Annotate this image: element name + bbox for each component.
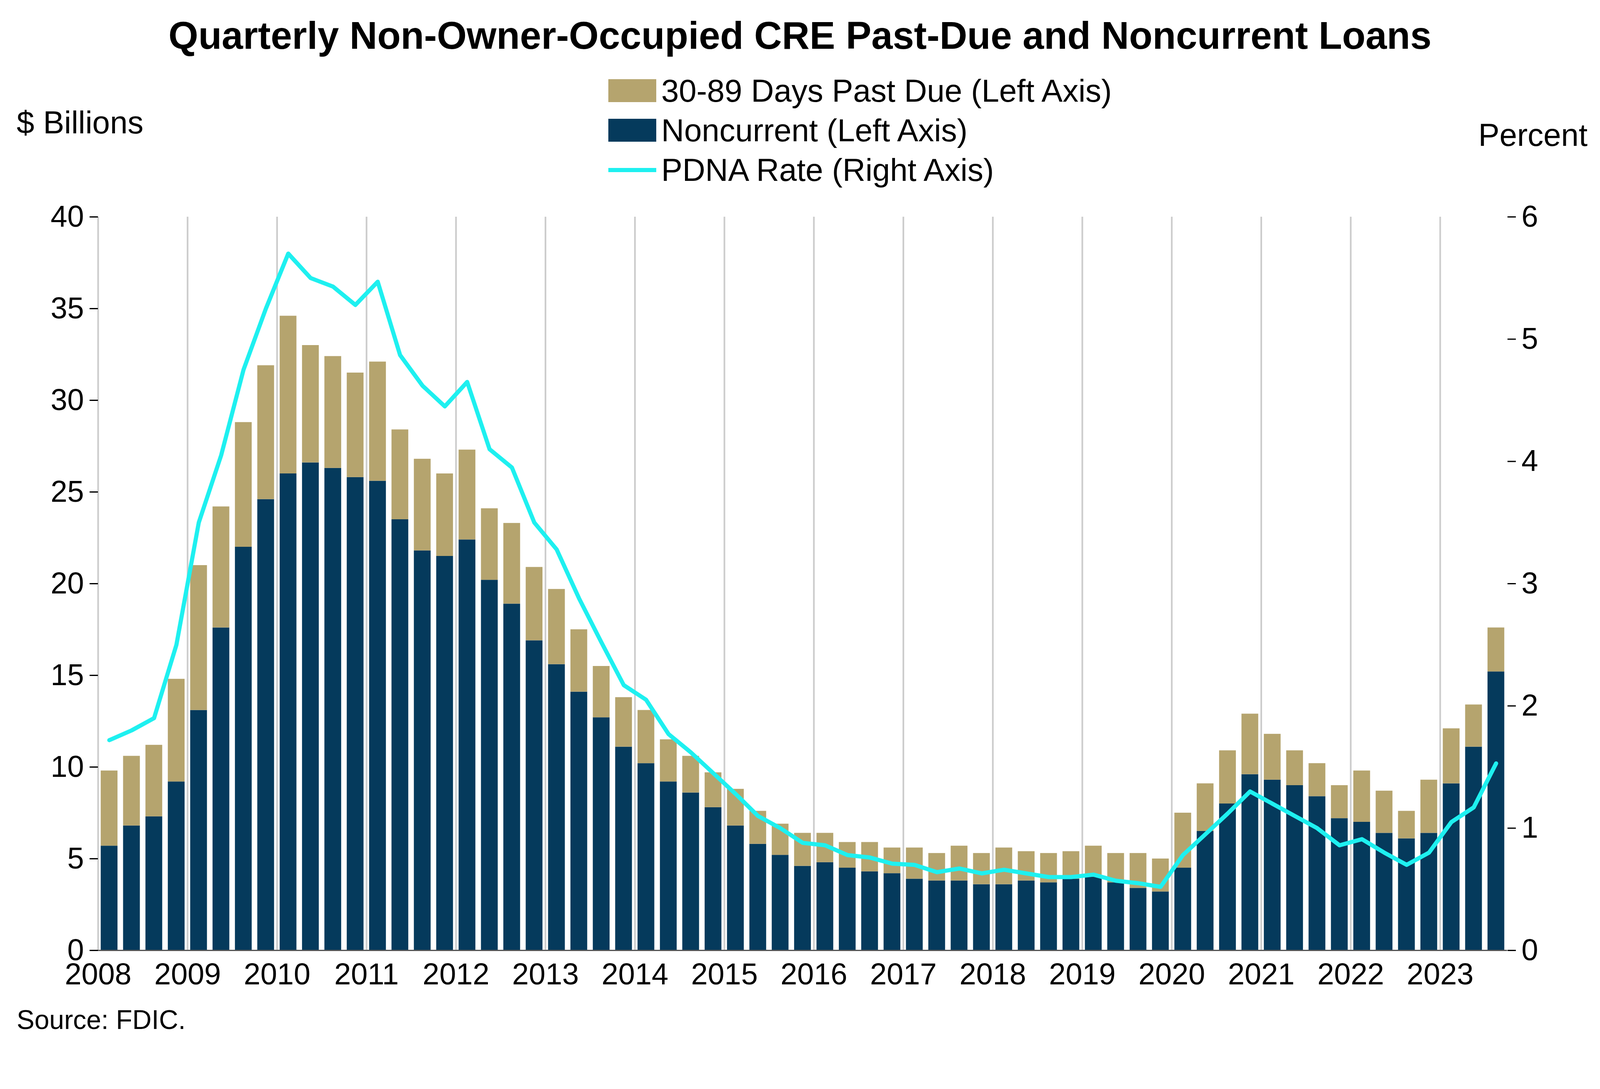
svg-text:3: 3 <box>1521 566 1539 600</box>
svg-text:2011: 2011 <box>334 957 399 991</box>
html-text:30-89 Days Past Due (Left Axis: 30-89 Days Past Due (Left Axis) <box>661 72 1112 109</box>
svg-text:40: 40 <box>50 199 84 233</box>
svg-text:2009: 2009 <box>154 957 221 991</box>
svg-text:0: 0 <box>67 932 84 967</box>
svg-text:2012: 2012 <box>422 957 490 991</box>
svg-text:4: 4 <box>1521 443 1539 478</box>
html-text:PDNA Rate (Right Axis): PDNA Rate (Right Axis) <box>661 152 994 188</box>
svg-text:2022: 2022 <box>1317 957 1385 991</box>
svg-text:2020: 2020 <box>1138 957 1205 991</box>
svg-text:0: 0 <box>1521 932 1539 967</box>
svg-text:2021: 2021 <box>1227 957 1295 991</box>
html-text:Source: FDIC.: Source: FDIC. <box>16 1004 186 1035</box>
html-text:Percent: Percent <box>1478 117 1588 153</box>
svg-text:2023: 2023 <box>1406 957 1474 991</box>
svg-text:20: 20 <box>50 566 84 600</box>
svg-text:25: 25 <box>50 474 84 508</box>
svg-text:2008: 2008 <box>64 957 132 991</box>
svg-text:2013: 2013 <box>512 957 579 991</box>
svg-text:35: 35 <box>50 291 84 325</box>
svg-text:2018: 2018 <box>959 957 1027 991</box>
svg-text:30: 30 <box>50 382 84 417</box>
svg-text:1: 1 <box>1521 810 1539 844</box>
svg-text:5: 5 <box>67 841 84 875</box>
html-text:Noncurrent (Left Axis): Noncurrent (Left Axis) <box>661 112 968 148</box>
svg-text:15: 15 <box>50 657 84 692</box>
svg-text:2017: 2017 <box>870 957 937 991</box>
svg-text:2016: 2016 <box>780 957 848 991</box>
svg-text:2: 2 <box>1521 688 1539 722</box>
svg-text:2019: 2019 <box>1048 957 1116 991</box>
svg-text:2015: 2015 <box>691 957 758 991</box>
svg-text:5: 5 <box>1521 321 1539 355</box>
svg-text:6: 6 <box>1521 199 1539 233</box>
svg-text:2014: 2014 <box>601 957 669 991</box>
html-text:Quarterly Non-Owner-Occupied C: Quarterly Non-Owner-Occupied CRE Past-Du… <box>168 14 1432 57</box>
svg-text:2010: 2010 <box>243 957 311 991</box>
html-text:$ Billions: $ Billions <box>16 104 144 140</box>
svg-text:10: 10 <box>50 749 84 783</box>
